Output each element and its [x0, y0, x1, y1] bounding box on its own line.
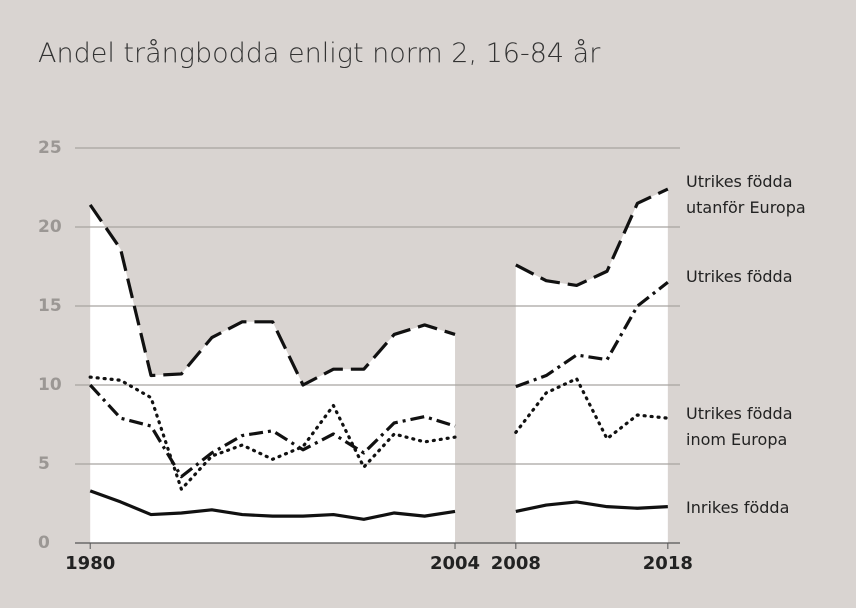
series-line: [89, 489, 456, 521]
area-fill: [515, 189, 668, 543]
y-tick-label: 5: [38, 454, 50, 474]
series-line: [515, 187, 669, 288]
y-tick-label: 20: [38, 217, 62, 237]
x-tick-label: 2004: [430, 553, 480, 574]
legend-label: Utrikes födda: [686, 267, 793, 286]
y-tick-label: 25: [38, 138, 62, 158]
x-tick-label: 2018: [643, 553, 693, 574]
area-fill: [90, 204, 456, 543]
y-tick-label: 15: [38, 296, 62, 316]
series-line: [88, 375, 457, 491]
series-line: [515, 500, 668, 513]
series-line: [515, 281, 669, 389]
x-tick-label: 2008: [491, 553, 541, 574]
y-tick-label: 10: [38, 375, 62, 395]
y-tick-label: 0: [38, 533, 50, 553]
legend-label: Utrikes födda utanför Europa: [686, 172, 806, 217]
chart-title: Andel trångbodda enligt norm 2, 16-84 år: [38, 38, 601, 69]
series-line: [514, 377, 670, 441]
legend-label: Inrikes födda: [686, 498, 790, 517]
series-line: [88, 203, 456, 387]
series-line: [89, 383, 456, 479]
x-tick-label: 1980: [65, 553, 115, 574]
legend-label: Utrikes födda inom Europa: [686, 404, 793, 449]
